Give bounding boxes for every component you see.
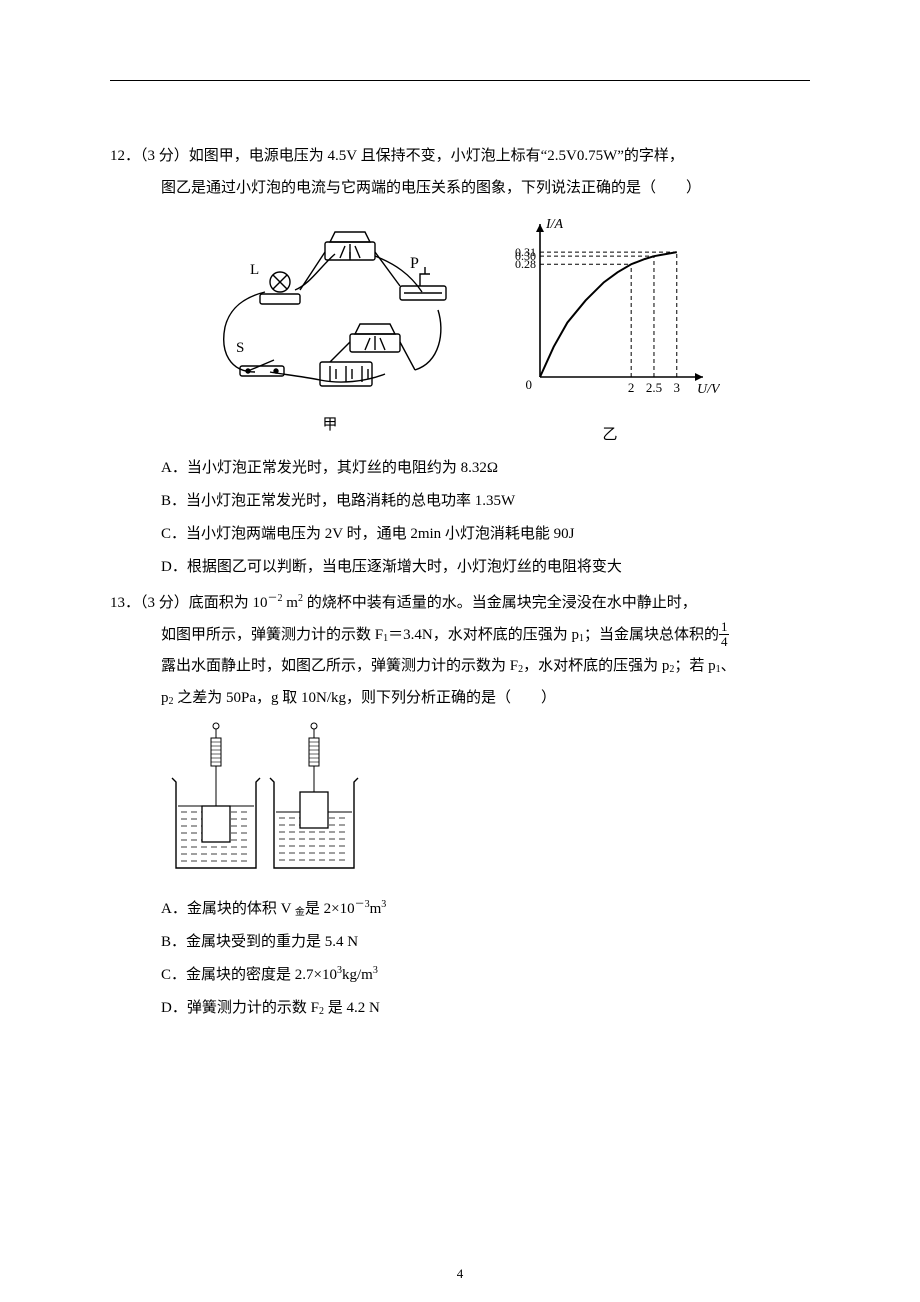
q13-c-exp2: 3 [373,965,378,976]
q13-l2b: ＝3.4N，水对杯底的压强为 p [388,627,579,643]
q13-a-pre: A．金属块的体积 V [161,901,295,917]
q13-l4b: 之差为 50Pa，g 取 10N/kg，则下列分析正确的是（ ） [174,690,557,706]
q13-stem-line4: p2 之差为 50Pa，g 取 10N/kg，则下列分析正确的是（ ） [110,683,810,715]
q13-frac: 14 [719,620,730,648]
q12-fig-right-col: 0U/VI/A22.530.280.300.31 乙 [500,212,720,444]
q13-l4a: p [161,690,169,706]
q13-exp1: －2 [268,593,283,604]
q12-options: A．当小灯泡正常发光时，其灯丝的电阻约为 8.32Ω B．当小灯泡正常发光时，电… [110,452,810,584]
svg-text:0.31: 0.31 [515,245,536,259]
q13-s1: 底面积为 10 [189,595,268,611]
q13-opt-d: D．弹簧测力计的示数 F2 是 4.2 N [161,992,810,1025]
q13-frac-den: 4 [719,635,730,649]
q13-l3d: 、 [721,658,736,674]
q13-a-post: 是 2×10 [305,901,355,917]
svg-text:2.5: 2.5 [646,380,662,395]
q13-opt-c: C．金属块的密度是 2.7×103kg/m3 [161,959,810,992]
q13-l2c: ；当金属块总体积的 [584,627,719,643]
q13-l3a: 露出水面静止时，如图乙所示，弹簧测力计的示数为 F [161,658,518,674]
q12-circuit-svg: P L S [200,212,460,402]
page: 12．（3 分）如图甲，电源电压为 4.5V 且保持不变，小灯泡上标有“2.5V… [0,0,920,1302]
q12-label-l: L [250,262,259,278]
q13-figure-wrap [110,720,810,885]
q12-points: （3 分） [140,148,189,164]
q13-d-pre: D．弹簧测力计的示数 F [161,1000,319,1016]
q12-graph-svg: 0U/VI/A22.530.280.300.31 [500,212,720,412]
q13-figure-svg [164,720,364,880]
q13-a-sub: 金 [295,907,305,918]
svg-text:I/A: I/A [545,217,564,232]
q13-opt-b: B．金属块受到的重力是 5.4 N [161,926,810,959]
q12-opt-d: D．根据图乙可以判断，当电压逐渐增大时，小灯泡灯丝的电阻将变大 [161,551,810,584]
q13-opt-a: A．金属块的体积 V 金是 2×10－3m3 [161,893,810,926]
q12-fig-left-col: P L S 甲 [200,212,460,434]
q13-number: 13 [110,595,125,611]
q13-l3c: ；若 p [674,658,715,674]
q13-stem-line1: 13．（3 分）底面积为 10－2 m2 的烧杯中装有适量的水。当金属块完全浸没… [110,588,810,620]
q12-number: 12 [110,148,125,164]
q13-s3: 的烧杯中装有适量的水。当金属块完全浸没在水中静止时， [303,595,697,611]
q12-opt-b: B．当小灯泡正常发光时，电路消耗的总电功率 1.35W [161,485,810,518]
q13: 13．（3 分）底面积为 10－2 m2 的烧杯中装有适量的水。当金属块完全浸没… [110,588,810,714]
svg-text:3: 3 [674,380,681,395]
q13-a-tail: m [370,901,382,917]
q12-opt-a: A．当小灯泡正常发光时，其灯丝的电阻约为 8.32Ω [161,452,810,485]
q13-options: A．金属块的体积 V 金是 2×10－3m3 B．金属块受到的重力是 5.4 N… [110,893,810,1025]
q13-frac-num: 1 [719,620,730,635]
header-rule [110,80,810,81]
svg-text:U/V: U/V [697,382,720,397]
q13-points: （3 分） [140,595,189,611]
q13-stem-line2: 如图甲所示，弹簧测力计的示数 F1＝3.4N，水对杯底的压强为 p1；当金属块总… [110,620,810,652]
q12: 12．（3 分）如图甲，电源电压为 4.5V 且保持不变，小灯泡上标有“2.5V… [110,141,810,204]
q13-l2a: 如图甲所示，弹簧测力计的示数 F [161,627,383,643]
q13-a-exp: －3 [355,899,370,910]
q13-s2: m [283,595,298,611]
q12-fig-left-caption: 甲 [200,413,460,434]
q12-stem-line1: 12．（3 分）如图甲，电源电压为 4.5V 且保持不变，小灯泡上标有“2.5V… [110,141,810,173]
q12-stem1: 如图甲，电源电压为 4.5V 且保持不变，小灯泡上标有“2.5V0.75W”的字… [189,148,684,164]
q12-opt-c: C．当小灯泡两端电压为 2V 时，通电 2min 小灯泡消耗电能 90J [161,518,810,551]
q13-c-tail: kg/m [342,967,373,983]
q12-fig-right-caption: 乙 [500,423,720,444]
q12-label-p: P [410,255,419,272]
svg-text:0: 0 [526,377,533,392]
q13-a-exp2: 3 [381,899,386,910]
q13-stem-line3: 露出水面静止时，如图乙所示，弹簧测力计的示数为 F2，水对杯底的压强为 p2；若… [110,651,810,683]
svg-text:2: 2 [628,380,635,395]
q12-stem-line2: 图乙是通过小灯泡的电流与它两端的电压关系的图象，下列说法正确的是（ ） [110,173,810,205]
q13-c-pre: C．金属块的密度是 2.7×10 [161,967,337,983]
page-number: 4 [0,1266,920,1282]
q13-l3b: ，水对杯底的压强为 p [523,658,669,674]
q12-label-s: S [236,340,244,356]
q13-d-post: 是 4.2 N [324,1000,380,1016]
q12-figures: P L S 甲 0U/VI/A22.530.280.300.31 乙 [110,212,810,444]
